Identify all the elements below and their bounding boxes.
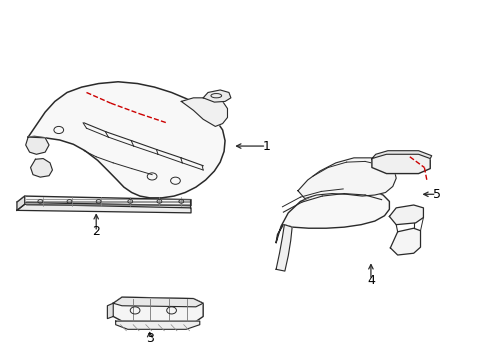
Polygon shape [28, 82, 224, 198]
Polygon shape [17, 204, 191, 213]
Polygon shape [276, 225, 291, 271]
Polygon shape [113, 297, 203, 307]
Polygon shape [181, 98, 227, 126]
Polygon shape [276, 189, 388, 243]
Polygon shape [113, 297, 203, 322]
Polygon shape [371, 152, 429, 174]
Polygon shape [371, 151, 431, 158]
Text: 1: 1 [262, 140, 270, 153]
Text: 4: 4 [366, 274, 374, 287]
Polygon shape [388, 205, 423, 225]
Polygon shape [17, 196, 191, 206]
Polygon shape [17, 196, 25, 210]
Polygon shape [26, 137, 49, 154]
Polygon shape [389, 228, 420, 255]
Polygon shape [30, 158, 52, 177]
Text: 2: 2 [92, 225, 100, 238]
Polygon shape [107, 303, 113, 319]
Polygon shape [297, 158, 395, 199]
Text: 3: 3 [145, 333, 153, 346]
Text: 5: 5 [432, 188, 440, 201]
Polygon shape [203, 90, 230, 102]
Polygon shape [116, 321, 200, 329]
